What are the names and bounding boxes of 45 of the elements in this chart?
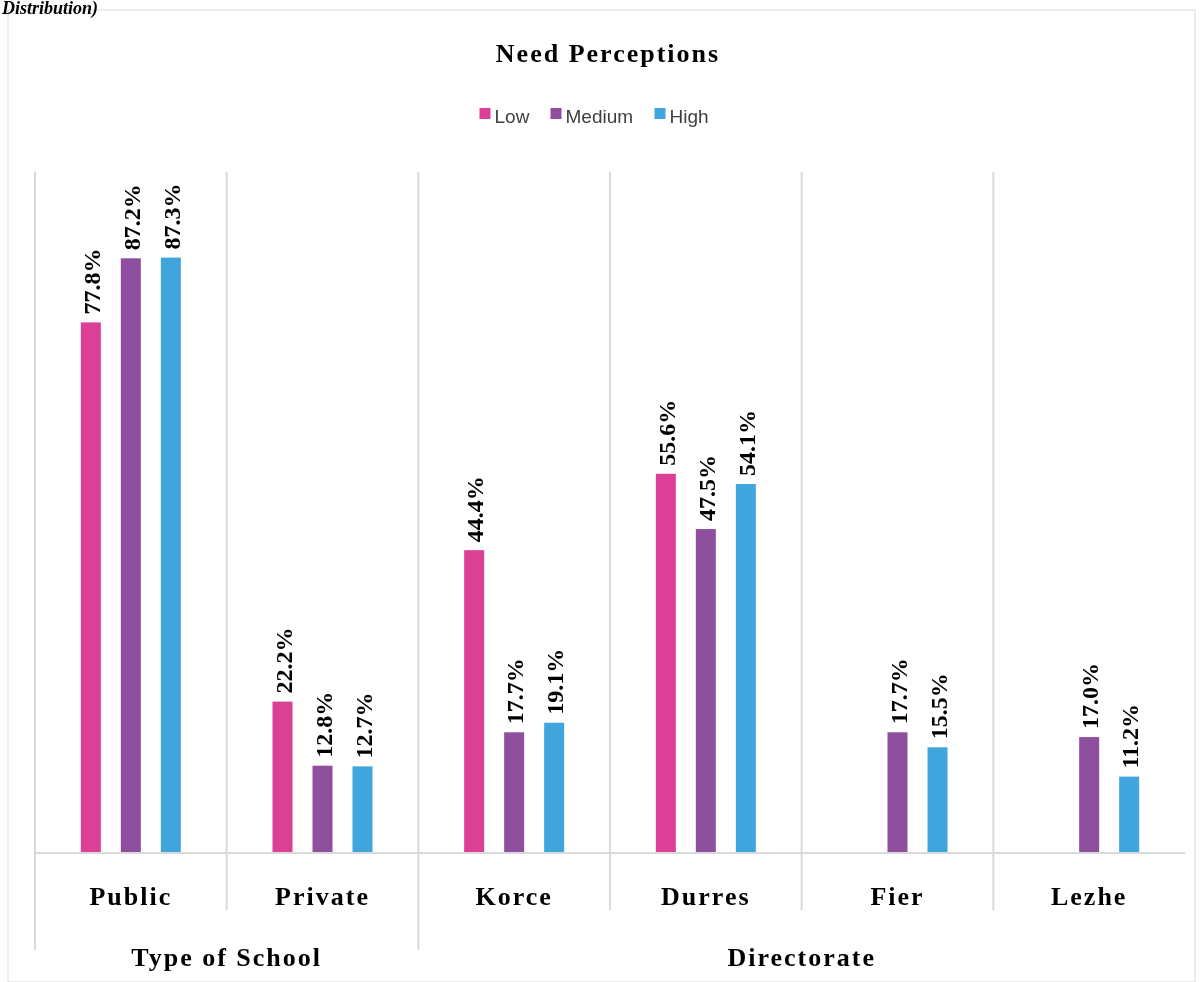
text: Distribution): [1, 0, 99, 19]
data-label: 17.0%: [1077, 663, 1104, 730]
data-label: 87.3%: [158, 183, 185, 250]
data-label: 54.1%: [733, 410, 760, 477]
data-label: 47.5%: [693, 455, 720, 522]
data-label: 22.2%: [270, 627, 297, 694]
data-label: 55.6%: [653, 399, 680, 466]
data-label: 12.7%: [350, 692, 377, 759]
bar: [160, 257, 181, 853]
legend-label: Medium: [565, 106, 634, 128]
bar: [504, 732, 525, 853]
chart-title: Need Perceptions: [495, 39, 721, 68]
data-label: 17.7%: [502, 658, 529, 725]
bar: [887, 732, 908, 853]
data-label: 44.4%: [462, 476, 489, 543]
bar: [927, 747, 948, 853]
bar: [120, 258, 141, 853]
x-tick-label: Fier: [870, 882, 925, 911]
x-tick-label: Korce: [475, 882, 553, 911]
bar: [272, 701, 293, 853]
bar: [655, 473, 676, 853]
x-tick-label: Durres: [661, 882, 751, 911]
data-label: 12.8%: [310, 691, 337, 758]
text: Directorate: [727, 943, 876, 972]
bar: [735, 484, 756, 853]
text: Type of School: [131, 943, 323, 972]
bar: [464, 550, 485, 853]
bar: [80, 322, 101, 853]
data-label: 17.7%: [885, 658, 912, 725]
bar: [352, 766, 373, 853]
x-tick-label: Private: [275, 882, 370, 911]
data-label: 87.2%: [118, 184, 145, 251]
legend-label: Low: [494, 106, 530, 128]
data-label: 11.2%: [1117, 703, 1144, 769]
legend-label: High: [669, 106, 709, 128]
data-label: 19.1%: [542, 648, 569, 715]
x-tick-label: Public: [89, 882, 173, 911]
bar: [1119, 776, 1140, 853]
bar: [1079, 737, 1100, 853]
data-label: 15.5%: [925, 673, 952, 740]
bar: [695, 529, 716, 853]
bar: [544, 722, 565, 853]
data-label: 77.8%: [78, 248, 105, 315]
bar: [312, 765, 333, 853]
x-tick-label: Lezhe: [1050, 882, 1128, 911]
